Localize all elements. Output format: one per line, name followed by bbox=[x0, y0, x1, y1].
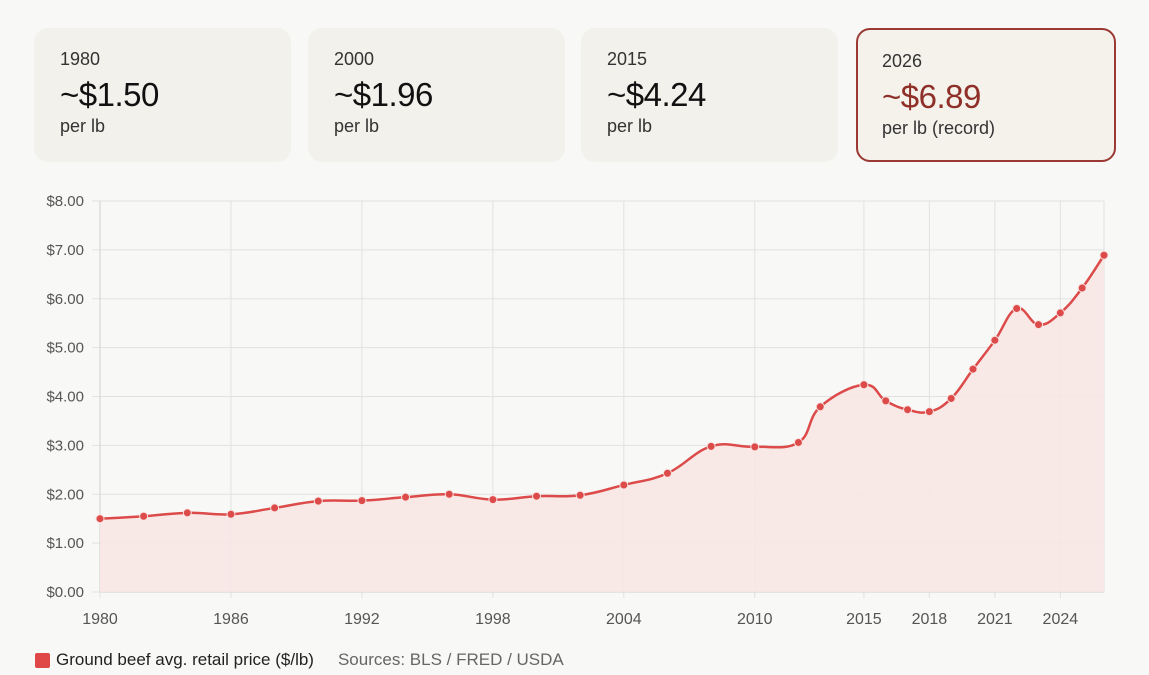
x-tick-label: 2018 bbox=[912, 611, 948, 628]
sources-note: Sources: BLS / FRED / USDA bbox=[337, 650, 564, 669]
data-point bbox=[226, 509, 236, 519]
data-point bbox=[357, 496, 367, 506]
stat-card-2015: 2015 ~$4.24 per lb bbox=[581, 28, 838, 162]
card-price: ~$1.96 bbox=[334, 76, 433, 113]
data-point bbox=[662, 468, 672, 478]
card-unit: per lb (record) bbox=[882, 118, 996, 138]
series-points bbox=[95, 250, 1109, 524]
data-point bbox=[270, 503, 280, 513]
data-point bbox=[575, 490, 585, 500]
legend-swatch bbox=[35, 652, 50, 668]
y-tick-label: $5.00 bbox=[46, 340, 84, 357]
card-year: 2015 bbox=[607, 49, 648, 69]
data-point bbox=[990, 335, 1000, 345]
data-point bbox=[881, 396, 891, 406]
data-point bbox=[1034, 320, 1044, 330]
x-tick-label: 2021 bbox=[977, 611, 1013, 628]
data-point bbox=[1099, 250, 1109, 260]
stat-card-2000: 2000 ~$1.96 per lb bbox=[308, 28, 565, 162]
card-year: 2000 bbox=[334, 49, 375, 69]
data-point bbox=[1055, 308, 1065, 318]
data-point bbox=[619, 480, 629, 490]
y-tick-label: $3.00 bbox=[46, 437, 84, 454]
chart-legend: Ground beef avg. retail price ($/lb) Sou… bbox=[35, 648, 564, 672]
x-tick-label: 1986 bbox=[213, 611, 249, 628]
x-tick-label: 2024 bbox=[1043, 611, 1079, 628]
data-point bbox=[815, 402, 825, 412]
data-point bbox=[946, 393, 956, 403]
x-tick-label: 1980 bbox=[82, 611, 118, 628]
legend-label: Ground beef avg. retail price ($/lb) bbox=[56, 650, 314, 669]
data-point bbox=[924, 407, 934, 417]
y-tick-label: $2.00 bbox=[46, 486, 84, 503]
card-year: 1980 bbox=[60, 49, 101, 69]
x-tick-label: 1998 bbox=[475, 611, 511, 628]
x-tick-label: 1992 bbox=[344, 611, 380, 628]
data-point bbox=[401, 492, 411, 502]
card-price: ~$1.50 bbox=[60, 76, 159, 113]
data-point bbox=[532, 491, 542, 501]
stat-card-1980: 1980 ~$1.50 per lb bbox=[34, 28, 291, 162]
x-tick-label: 2015 bbox=[846, 611, 882, 628]
card-year: 2026 bbox=[882, 51, 923, 71]
data-point bbox=[139, 511, 149, 521]
data-point bbox=[968, 364, 978, 374]
card-unit: per lb bbox=[334, 116, 380, 136]
data-point bbox=[750, 442, 760, 452]
data-point bbox=[444, 489, 454, 499]
x-axis-ticks: 1980 1986 1992 1998 2004 2010 2015 2018 2021 2024 bbox=[82, 611, 1078, 628]
price-line-chart: $0.00 $1.00 $2.00 $3.00 $4.00 $5.00 $6.00 $7.00… bbox=[46, 193, 1109, 628]
y-tick-label: $0.00 bbox=[46, 584, 84, 601]
card-price: ~$4.24 bbox=[607, 76, 706, 113]
data-point bbox=[903, 405, 913, 415]
data-point bbox=[1012, 304, 1022, 314]
stat-card-2026-record: 2026 ~$6.89 per lb (record) bbox=[856, 28, 1116, 162]
y-tick-label: $1.00 bbox=[46, 535, 84, 552]
series-area-fill bbox=[100, 255, 1104, 592]
card-unit: per lb bbox=[60, 116, 106, 136]
data-point bbox=[706, 441, 716, 451]
data-point bbox=[859, 380, 869, 390]
y-tick-label: $4.00 bbox=[46, 389, 84, 406]
stat-cards: 1980 ~$1.50 per lb 2000 ~$1.96 per lb 20… bbox=[34, 28, 1116, 162]
x-tick-label: 2010 bbox=[737, 611, 773, 628]
y-tick-label: $8.00 bbox=[46, 193, 84, 210]
card-price: ~$6.89 bbox=[882, 78, 981, 115]
y-tick-label: $6.00 bbox=[46, 291, 84, 308]
y-axis-ticks: $0.00 $1.00 $2.00 $3.00 $4.00 $5.00 $6.00 $7.00… bbox=[46, 193, 84, 601]
data-point bbox=[182, 508, 192, 518]
data-point bbox=[793, 437, 803, 447]
card-unit: per lb bbox=[607, 116, 653, 136]
data-point bbox=[1077, 283, 1087, 293]
data-point bbox=[488, 495, 498, 505]
data-point bbox=[313, 496, 323, 506]
data-point bbox=[95, 514, 105, 524]
y-tick-label: $7.00 bbox=[46, 242, 84, 259]
x-tick-label: 2004 bbox=[606, 611, 642, 628]
